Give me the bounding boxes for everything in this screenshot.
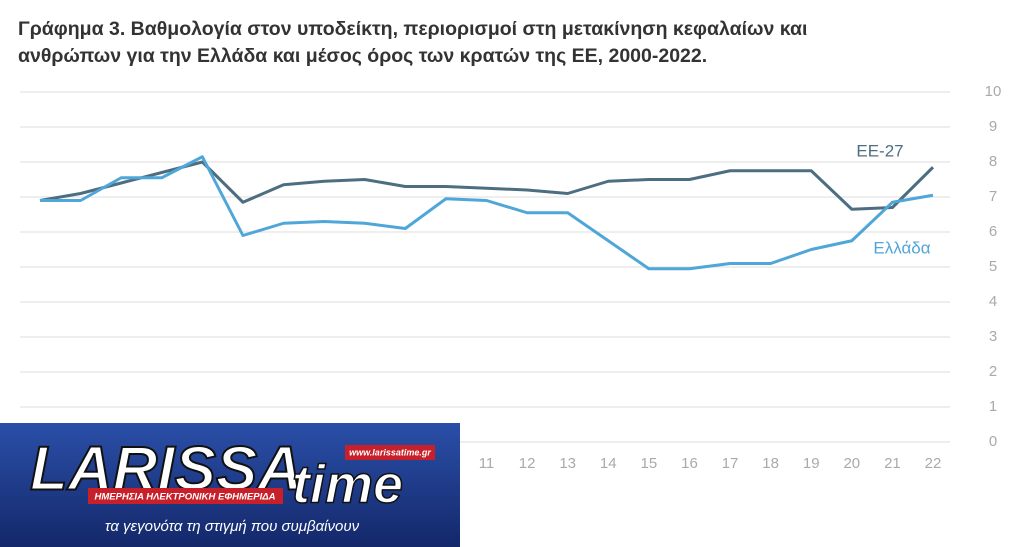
series-label: Ελλάδα <box>873 238 930 257</box>
logo-subtitle: ΗΜΕΡΗΣΙΑ ΗΛΕΚΤΡΟΝΙΚΗ ΕΦΗΜΕΡΙΔΑ <box>95 492 276 503</box>
y-tick-label: 5 <box>989 258 997 275</box>
x-tick-label: 16 <box>681 455 698 472</box>
x-tick-label: 13 <box>559 455 576 472</box>
logo-subtitle-strip <box>88 488 283 504</box>
y-tick-label: 3 <box>989 328 997 345</box>
series-label: ΕΕ-27 <box>856 141 903 160</box>
y-tick-label: 6 <box>989 223 997 240</box>
logo-background <box>0 423 460 547</box>
x-tick-label: 14 <box>600 455 617 472</box>
y-tick-label: 8 <box>989 153 997 170</box>
y-tick-label: 7 <box>989 188 997 205</box>
y-tick-label: 0 <box>989 433 997 450</box>
y-tick-label: 10 <box>985 83 1002 100</box>
chart-title: ανθρώπων για την Ελλάδα και μέσος όρος τ… <box>18 45 707 67</box>
logo-name2: time <box>292 454 403 514</box>
series-line <box>39 160 935 211</box>
x-tick-label: 22 <box>925 455 942 472</box>
x-tick-label: 18 <box>762 455 779 472</box>
y-tick-label: 2 <box>989 363 997 380</box>
x-tick-label: 17 <box>722 455 739 472</box>
chart-title: Γράφημα 3. Βαθμολογία στον υποδείκτη, πε… <box>18 18 807 40</box>
logo-url: www.larissatime.gr <box>349 447 431 457</box>
logo-slogan: τα γεγονότα τη στιγμή που συμβαίνουν <box>105 518 360 535</box>
series-line <box>40 155 934 271</box>
y-tick-label: 1 <box>989 398 997 415</box>
x-tick-label: 11 <box>479 455 495 472</box>
y-tick-label: 4 <box>989 293 997 310</box>
x-tick-label: 15 <box>641 455 658 472</box>
y-tick-label: 9 <box>989 118 997 135</box>
x-tick-label: 21 <box>884 455 901 472</box>
logo-url-strip <box>345 445 435 460</box>
x-tick-label: 19 <box>803 455 820 472</box>
x-tick-label: 12 <box>519 455 536 472</box>
x-tick-label: 20 <box>843 455 860 472</box>
logo: www.larissatime.gr LARISSA time ΗΜΕΡΗΣΙΑ… <box>0 423 460 547</box>
